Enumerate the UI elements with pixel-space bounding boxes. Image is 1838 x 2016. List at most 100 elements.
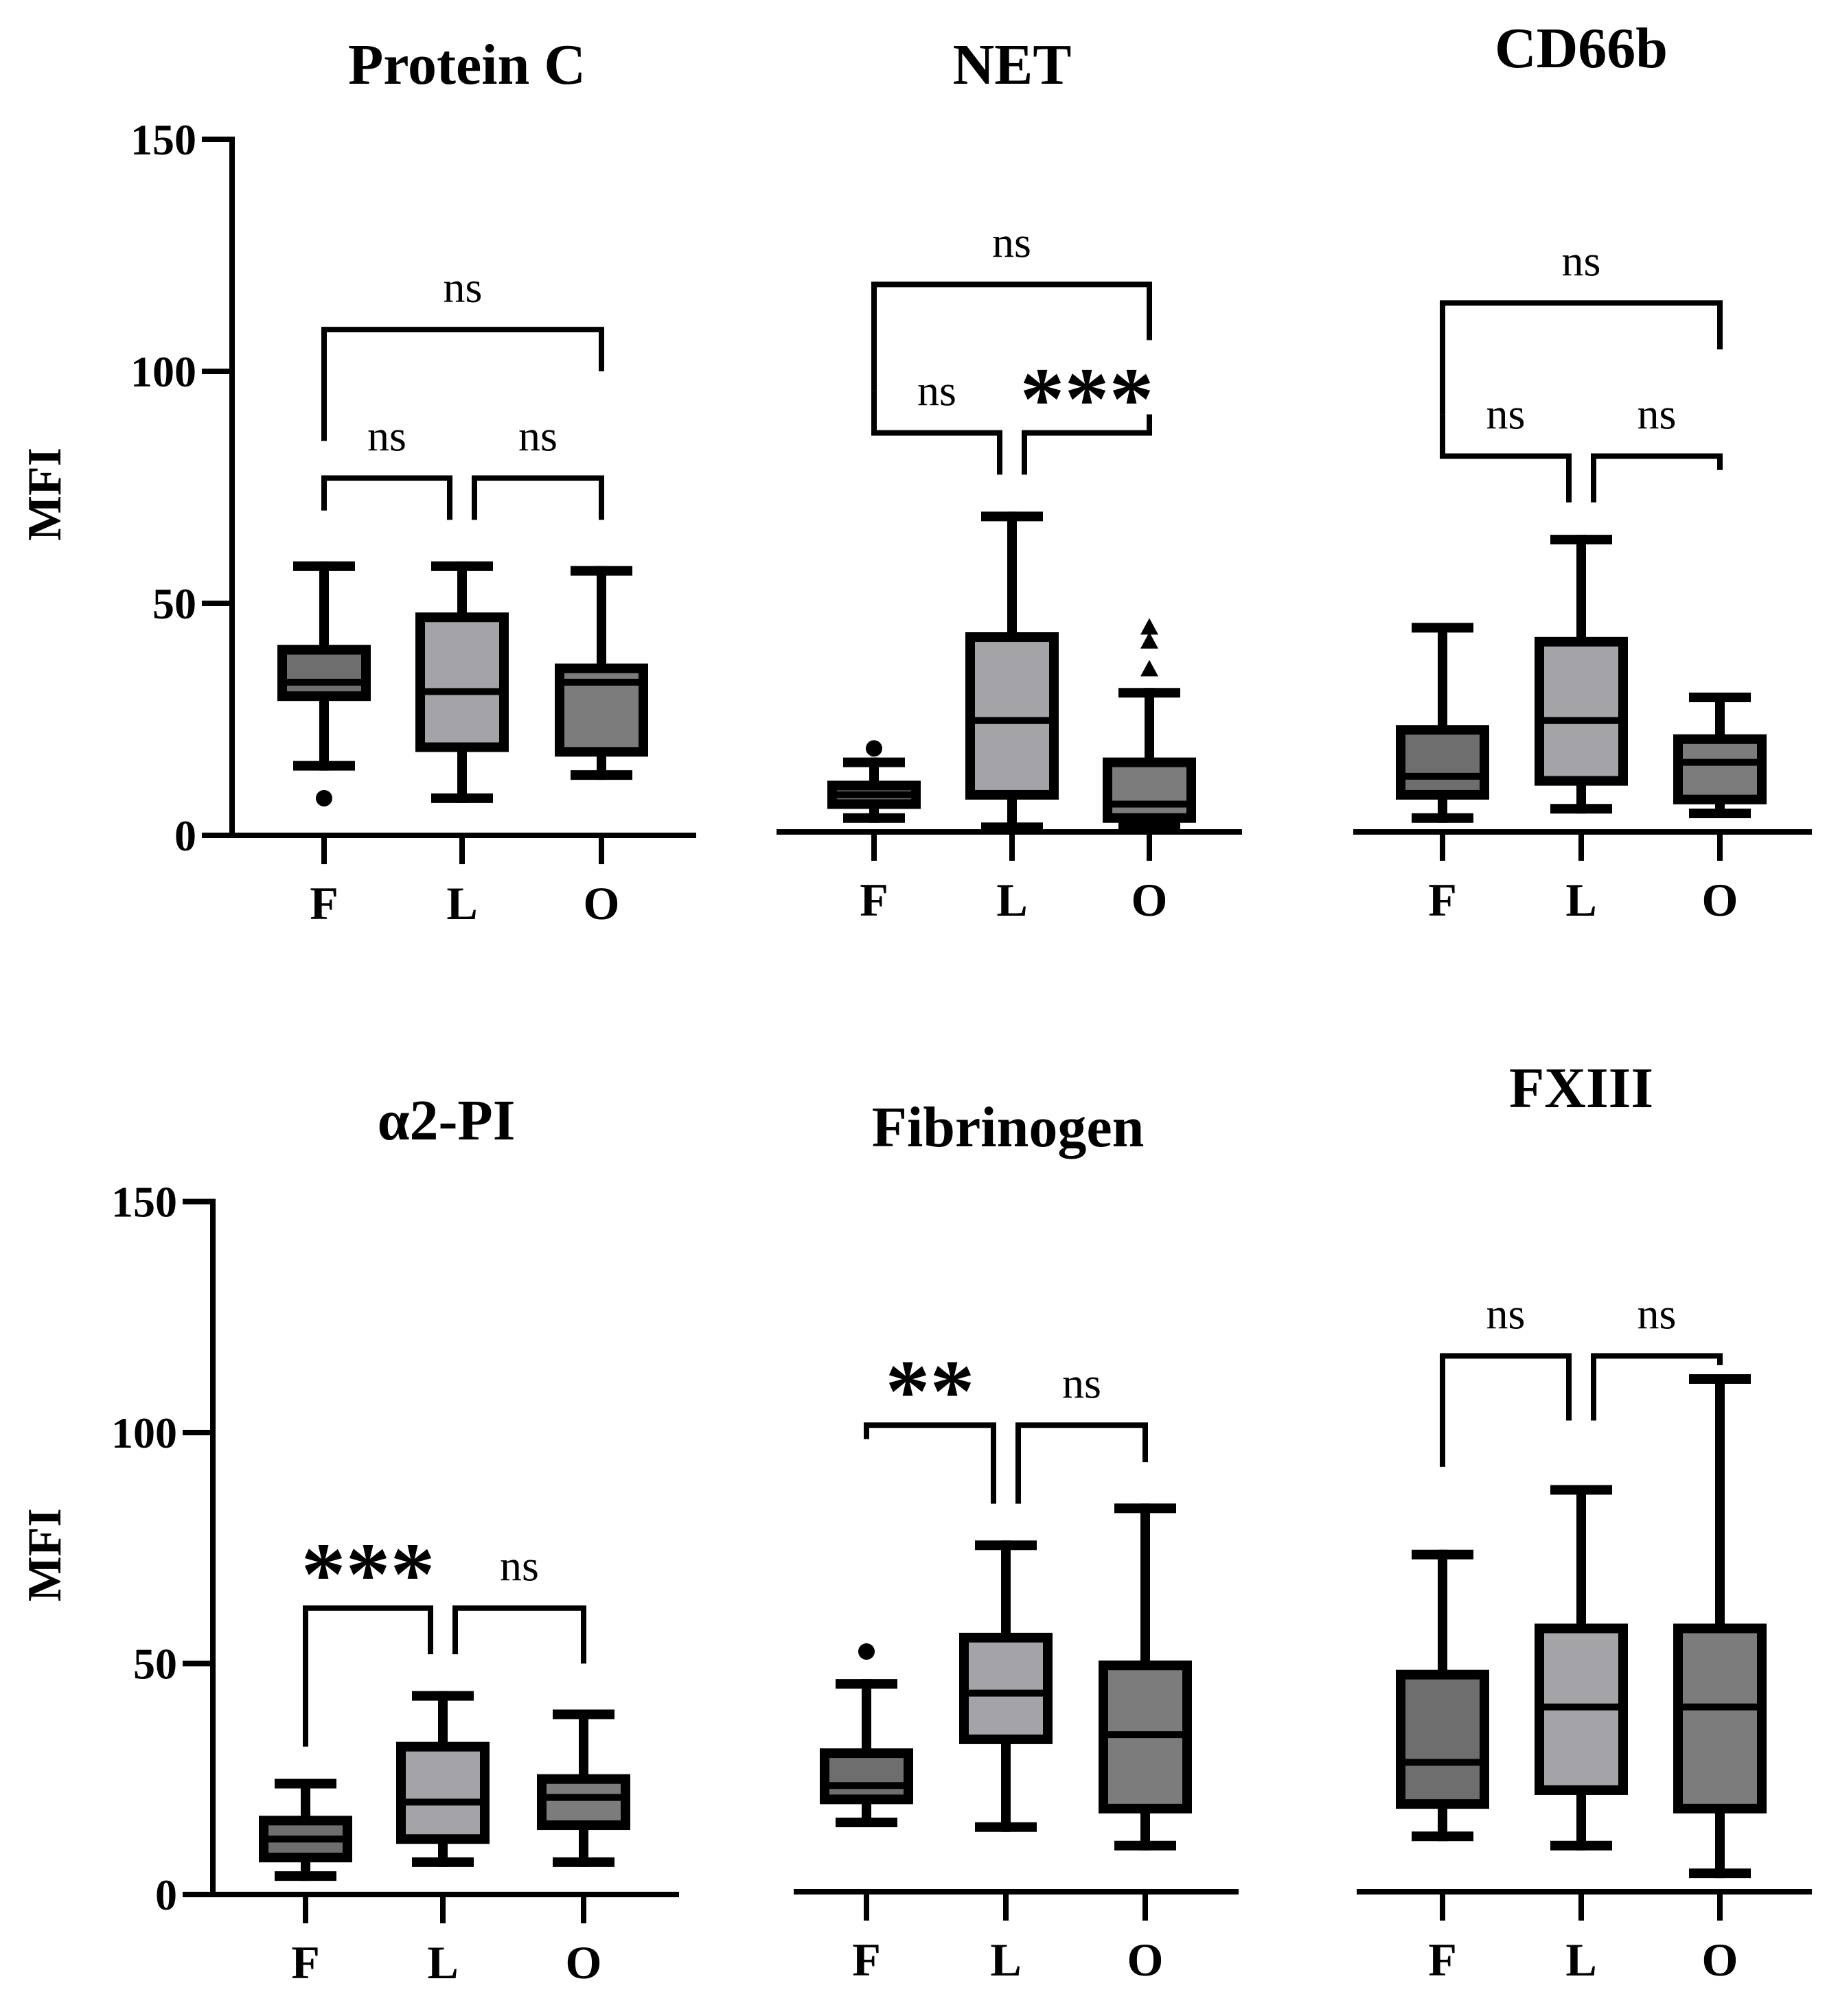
iqr-box (277, 645, 371, 702)
significance-bracket-F-L: ns (1440, 1289, 1572, 1467)
x-tick-label: O (584, 877, 620, 929)
iqr-box (959, 1632, 1053, 1744)
significance-label: ns (500, 1542, 539, 1590)
significance-bracket-L-O: ns (1591, 1289, 1723, 1421)
significance-label: ns (992, 218, 1031, 266)
outlier-point (316, 789, 332, 807)
significance-label: ns (1062, 1358, 1101, 1407)
panel-6: FXIII F L Ons ns (1357, 1056, 1812, 1986)
significance-bracket-F-O: ns (321, 263, 604, 441)
x-tick-label: O (1127, 1934, 1164, 1986)
box-O (1099, 1503, 1192, 1851)
y-axis-title: MFI (19, 1508, 71, 1601)
x-tick-label: O (566, 1936, 602, 1989)
significance-bracket-L-O: ns (472, 411, 604, 520)
x-tick-label: L (446, 877, 477, 929)
y-tick-label: 50 (152, 579, 196, 628)
box-O (537, 1709, 630, 1867)
y-tick-label: 100 (130, 347, 196, 396)
significance-bracket-L-O: *** (1020, 350, 1154, 475)
bracket-line (1440, 300, 1723, 415)
significance-label: ns (518, 411, 558, 460)
bracket-line (1015, 1422, 1148, 1504)
box-O (1103, 618, 1196, 833)
iqr-box (537, 1774, 630, 1831)
outlier-point (866, 740, 882, 757)
panel-title: NET (953, 33, 1072, 97)
panel-title: CD66b (1495, 16, 1668, 80)
box-F (827, 740, 921, 823)
box-L (1535, 535, 1628, 814)
bracket-line (1022, 414, 1152, 475)
significance-label: ns (1638, 1289, 1677, 1338)
iqr-box (415, 612, 509, 752)
panel-title: FXIII (1509, 1056, 1653, 1120)
box-L (965, 511, 1059, 833)
x-tick-label: F (1428, 1934, 1457, 1986)
iqr-box (820, 1748, 913, 1805)
x-tick-label: L (427, 1936, 458, 1989)
significance-label: ns (444, 263, 483, 312)
panel-title: Fibrinogen (872, 1096, 1145, 1159)
significance-label: ns (1638, 389, 1677, 438)
significance-label: *** (301, 1525, 435, 1624)
x-tick-label: L (990, 1934, 1021, 1986)
panel-4: α2-PI 0 50 100 150 MFI F L O *** ns (19, 1089, 679, 1989)
box-O (1673, 692, 1767, 818)
x-tick-label: O (1131, 874, 1168, 926)
bracket-line (864, 1422, 996, 1504)
iqr-box (1396, 725, 1489, 800)
significance-bracket-F-L: ** (864, 1342, 996, 1504)
x-tick-label: F (1428, 874, 1457, 926)
box-L (415, 561, 509, 803)
panel-3: CD66b F L Ons ns ns (1353, 16, 1812, 926)
y-tick-label: 100 (111, 1409, 177, 1457)
iqr-box (1396, 1669, 1489, 1809)
significance-label: *** (1020, 350, 1154, 449)
bracket-line (1591, 1353, 1723, 1421)
significance-label: ns (367, 411, 406, 460)
bracket-line (321, 475, 452, 520)
x-tick-label: L (1565, 1934, 1596, 1986)
y-tick-label: 0 (174, 811, 196, 860)
x-tick-label: O (1702, 874, 1738, 926)
x-tick-label: L (996, 874, 1027, 926)
y-tick-label: 150 (111, 1178, 177, 1227)
iqr-box (965, 632, 1059, 800)
x-tick-label: L (1565, 874, 1596, 926)
significance-label: ns (1562, 236, 1601, 285)
panel-5: Fibrinogen F L O ** ns (794, 1096, 1239, 1986)
bracket-line (321, 327, 604, 441)
outlier-triangle (1140, 660, 1158, 677)
box-L (1535, 1485, 1628, 1851)
bracket-line (1440, 1353, 1572, 1467)
outlier-triangle (1140, 632, 1158, 649)
box-F (259, 1779, 352, 1881)
bracket-line (303, 1605, 433, 1747)
significance-label: ns (917, 367, 956, 415)
outlier-triangle (1140, 618, 1158, 635)
bracket-line (871, 391, 1002, 475)
box-L (959, 1540, 1053, 1832)
box-F (1396, 1549, 1489, 1842)
bracket-line (452, 1605, 586, 1664)
y-tick-label: 150 (130, 115, 196, 164)
iqr-box (1535, 636, 1628, 786)
panel-1: Protein C 0 50 100 150 MFI F L Ons ns ns (19, 33, 696, 929)
x-tick-label: O (1702, 1934, 1738, 1986)
iqr-box (1103, 757, 1196, 823)
significance-bracket-F-L: ns (1440, 389, 1572, 503)
bracket-line (472, 475, 604, 520)
box-O (555, 566, 648, 780)
significance-bracket-F-L: *** (301, 1525, 435, 1747)
bracket-line (1591, 453, 1723, 503)
significance-bracket-F-O: ns (1440, 236, 1723, 415)
bracket-line (871, 281, 1152, 391)
y-axis-title: MFI (19, 448, 71, 541)
box-O (1673, 1374, 1767, 1879)
significance-bracket-L-O: ns (452, 1542, 586, 1664)
panel-2: NET F L Ons *** ns (777, 33, 1242, 926)
box-F (820, 1643, 913, 1828)
significance-label: ns (1486, 389, 1526, 438)
